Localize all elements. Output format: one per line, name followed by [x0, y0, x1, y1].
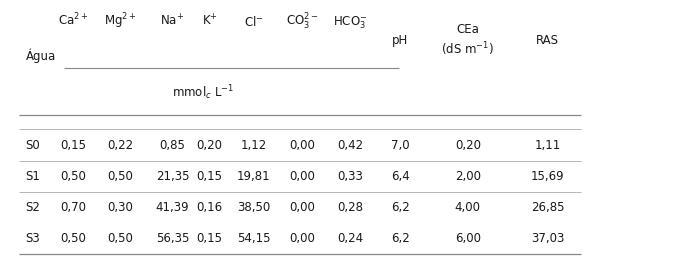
Text: 0,33: 0,33 [337, 170, 363, 183]
Text: 0,42: 0,42 [337, 138, 363, 152]
Text: 6,2: 6,2 [391, 201, 410, 214]
Text: 0,24: 0,24 [337, 232, 363, 245]
Text: 26,85: 26,85 [531, 201, 564, 214]
Text: 6,00: 6,00 [455, 232, 481, 245]
Text: 4,00: 4,00 [455, 201, 481, 214]
Text: Mg$^{2+}$: Mg$^{2+}$ [104, 12, 137, 31]
Text: 0,20: 0,20 [197, 138, 222, 152]
Text: 7,0: 7,0 [391, 138, 410, 152]
Text: 1,11: 1,11 [535, 138, 560, 152]
Text: Na$^{+}$: Na$^{+}$ [160, 13, 185, 29]
Text: 1,12: 1,12 [241, 138, 266, 152]
Text: 6,4: 6,4 [391, 170, 410, 183]
Text: 6,2: 6,2 [391, 232, 410, 245]
Text: pH: pH [392, 34, 408, 47]
Text: 0,50: 0,50 [60, 170, 86, 183]
Text: mmol$_c$ L$^{-1}$: mmol$_c$ L$^{-1}$ [172, 83, 234, 102]
Text: CO$_3^{2-}$: CO$_3^{2-}$ [286, 12, 318, 32]
Text: S2: S2 [26, 201, 41, 214]
Text: 41,39: 41,39 [155, 201, 189, 214]
Text: Cl$^{-}$: Cl$^{-}$ [243, 15, 264, 29]
Text: S1: S1 [26, 170, 41, 183]
Text: 37,03: 37,03 [531, 232, 564, 245]
Text: 0,22: 0,22 [107, 138, 133, 152]
Text: 15,69: 15,69 [531, 170, 564, 183]
Text: S0: S0 [26, 138, 41, 152]
Text: 0,00: 0,00 [289, 201, 315, 214]
Text: 0,50: 0,50 [107, 170, 133, 183]
Text: 38,50: 38,50 [237, 201, 270, 214]
Text: 56,35: 56,35 [155, 232, 189, 245]
Text: S3: S3 [26, 232, 41, 245]
Text: Água: Água [26, 49, 56, 63]
Text: 0,16: 0,16 [197, 201, 222, 214]
Text: 0,50: 0,50 [107, 232, 133, 245]
Text: 0,85: 0,85 [160, 138, 185, 152]
Text: 0,00: 0,00 [289, 232, 315, 245]
Text: 0,20: 0,20 [455, 138, 481, 152]
Text: 0,00: 0,00 [289, 170, 315, 183]
Text: K$^{+}$: K$^{+}$ [201, 13, 218, 29]
Text: 0,50: 0,50 [60, 232, 86, 245]
Text: 0,70: 0,70 [60, 201, 86, 214]
Text: 2,00: 2,00 [455, 170, 481, 183]
Text: 0,28: 0,28 [337, 201, 363, 214]
Text: 19,81: 19,81 [237, 170, 270, 183]
Text: 54,15: 54,15 [237, 232, 270, 245]
Text: HCO$_3^{-}$: HCO$_3^{-}$ [333, 15, 367, 31]
Text: 0,00: 0,00 [289, 138, 315, 152]
Text: 21,35: 21,35 [155, 170, 189, 183]
Text: 0,15: 0,15 [197, 170, 222, 183]
Text: RAS: RAS [536, 34, 559, 47]
Text: CEa
(dS m$^{-1}$): CEa (dS m$^{-1}$) [441, 24, 494, 58]
Text: 0,15: 0,15 [197, 232, 222, 245]
Text: Ca$^{2+}$: Ca$^{2+}$ [58, 12, 88, 29]
Text: 0,15: 0,15 [60, 138, 86, 152]
Text: 0,30: 0,30 [107, 201, 133, 214]
